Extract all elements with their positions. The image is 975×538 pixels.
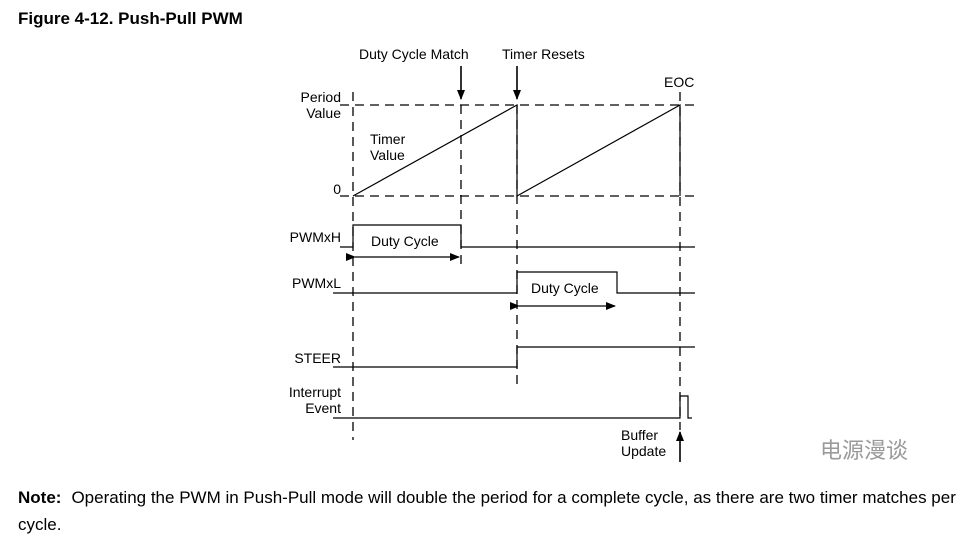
timer-value-label-2: Value <box>370 147 405 163</box>
eoc-label: EOC <box>664 74 694 90</box>
duty-cycle-l-label: Duty Cycle <box>531 280 599 296</box>
value-label: Value <box>306 105 341 121</box>
pwmxl-label: PWMxL <box>292 275 341 291</box>
waveforms <box>333 66 695 462</box>
interrupt-label: Interrupt <box>289 384 341 400</box>
update-label: Update <box>621 443 666 459</box>
duty-cycle-match-label: Duty Cycle Match <box>359 46 469 62</box>
pwmxh-label: PWMxH <box>290 229 341 245</box>
pwmxh-wave <box>340 224 695 248</box>
timer-resets-label: Timer Resets <box>502 46 585 62</box>
note-text: Operating the PWM in Push-Pull mode will… <box>18 488 956 534</box>
steer-wave <box>333 346 695 368</box>
note-label: Note: <box>18 488 62 507</box>
timer-value-label-1: Timer <box>370 131 406 147</box>
interrupt-wave <box>333 395 692 419</box>
steer-label: STEER <box>294 350 341 366</box>
pwmxl-wave <box>333 271 695 294</box>
timer-ramp <box>352 103 681 198</box>
watermark-logo: 电源漫谈 <box>820 438 909 463</box>
figure-title: Figure 4-12. Push-Pull PWM <box>18 9 243 28</box>
period-label: Period <box>301 89 341 105</box>
duty-cycle-h-label: Duty Cycle <box>371 233 439 249</box>
buffer-label: Buffer <box>621 427 658 443</box>
zero-label: 0 <box>333 181 341 197</box>
note-paragraph: Note: Operating the PWM in Push-Pull mode… <box>18 484 968 538</box>
event-label: Event <box>305 400 341 416</box>
